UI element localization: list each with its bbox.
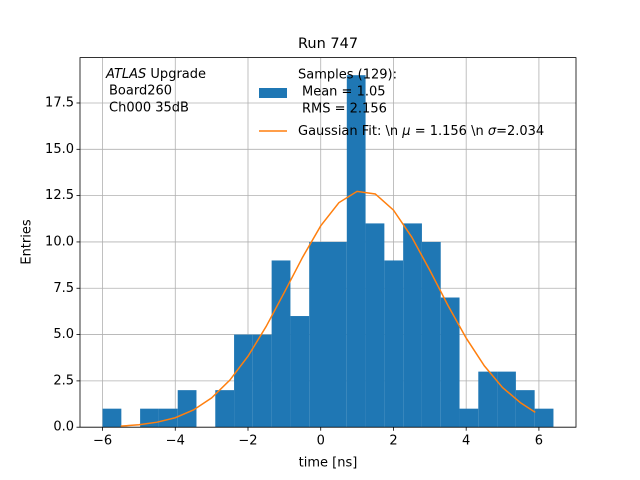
bar — [403, 223, 422, 428]
legend-symbol: σ — [488, 124, 497, 139]
bar — [102, 408, 122, 428]
chart-title: Run 747 — [298, 36, 358, 52]
legend-label: Samples (129): — [298, 68, 397, 83]
bar — [384, 260, 404, 428]
bar — [440, 297, 460, 428]
bar — [346, 75, 366, 428]
y-tick-label: 5.0 — [53, 327, 74, 342]
axes-frame — [79, 57, 577, 428]
legend-text: =2.034 — [496, 124, 544, 139]
bar — [421, 241, 441, 428]
legend-label: Gaussian Fit: \n μ = 1.156 \n σ=2.034 — [298, 124, 544, 139]
bar — [534, 408, 554, 428]
x-tick-label: 2 — [389, 434, 397, 449]
legend-text: = 1.156 \n — [411, 124, 488, 139]
y-tick-label: 12.5 — [45, 188, 74, 203]
annotation-text: Upgrade — [150, 67, 206, 82]
legend-text: Gaussian Fit: \n — [298, 124, 402, 139]
bar — [497, 371, 516, 428]
y-tick-label: 10.0 — [45, 234, 74, 249]
legend-symbol: μ — [401, 124, 410, 139]
bar — [158, 408, 178, 428]
x-tick-label: −4 — [166, 434, 185, 449]
x-tick-label: −2 — [238, 434, 257, 449]
bar — [252, 334, 272, 428]
y-tick-label: 15.0 — [45, 142, 74, 157]
annotation: Board260 — [109, 84, 172, 99]
bar — [478, 371, 498, 428]
annotation-italic: ATLAS — [105, 67, 146, 82]
x-tick-label: 6 — [535, 434, 543, 449]
x-tick-label: 0 — [317, 434, 325, 449]
bar — [177, 390, 197, 428]
annotation: Ch000 35dB — [109, 101, 189, 116]
bar — [328, 241, 347, 428]
legend-patch — [259, 88, 287, 98]
bar — [290, 316, 310, 428]
y-tick-label: 17.5 — [45, 95, 74, 110]
bar — [234, 334, 253, 428]
annotation: ATLAS Upgrade — [105, 67, 206, 82]
legend-label: RMS = 2.156 — [302, 102, 387, 117]
x-axis-label: time [ns] — [299, 456, 358, 471]
bar — [365, 223, 385, 428]
plot-area — [102, 75, 554, 428]
y-axis-label: Entries — [20, 219, 35, 265]
bar — [271, 260, 291, 428]
bar — [459, 408, 479, 428]
y-tick-label: 0.0 — [53, 420, 74, 435]
x-tick-label: 4 — [462, 434, 470, 449]
x-tick-label: −6 — [93, 434, 112, 449]
bar — [309, 241, 328, 428]
bar — [215, 390, 235, 428]
fit-line — [120, 190, 536, 427]
bar — [515, 390, 535, 428]
y-tick-label: 2.5 — [53, 373, 74, 388]
y-tick-label: 7.5 — [53, 281, 74, 296]
legend-label: Mean = 1.05 — [302, 85, 386, 100]
